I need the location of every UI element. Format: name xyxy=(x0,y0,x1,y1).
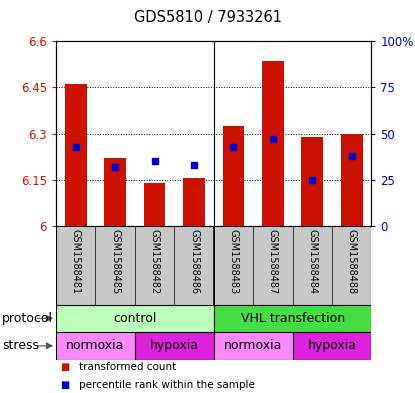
Bar xyxy=(341,134,363,226)
Bar xyxy=(65,84,87,226)
Text: ■: ■ xyxy=(60,362,69,373)
Text: GSM1588486: GSM1588486 xyxy=(189,229,199,294)
Text: percentile rank within the sample: percentile rank within the sample xyxy=(79,380,255,390)
Text: GSM1588481: GSM1588481 xyxy=(71,229,81,294)
Bar xyxy=(262,61,284,226)
Text: GSM1588482: GSM1588482 xyxy=(149,229,160,294)
Text: stress: stress xyxy=(2,339,39,353)
Bar xyxy=(56,332,135,360)
Text: GSM1588488: GSM1588488 xyxy=(347,229,357,294)
Text: hypoxia: hypoxia xyxy=(308,339,356,353)
Bar xyxy=(214,305,371,332)
Text: transformed count: transformed count xyxy=(79,362,176,373)
Text: normoxia: normoxia xyxy=(66,339,124,353)
Bar xyxy=(104,158,126,226)
Bar xyxy=(222,126,244,226)
Text: protocol: protocol xyxy=(2,312,53,325)
Bar xyxy=(183,178,205,226)
Bar xyxy=(214,332,293,360)
Bar xyxy=(301,137,323,226)
Text: control: control xyxy=(113,312,156,325)
Text: GDS5810 / 7933261: GDS5810 / 7933261 xyxy=(134,10,281,25)
Text: ■: ■ xyxy=(60,380,69,390)
Text: GSM1588485: GSM1588485 xyxy=(110,229,120,294)
Text: GSM1588487: GSM1588487 xyxy=(268,229,278,294)
Text: GSM1588483: GSM1588483 xyxy=(228,229,239,294)
Text: hypoxia: hypoxia xyxy=(150,339,199,353)
Bar xyxy=(135,332,214,360)
Text: GSM1588484: GSM1588484 xyxy=(307,229,317,294)
Text: VHL transfection: VHL transfection xyxy=(241,312,344,325)
Bar xyxy=(56,305,214,332)
Text: normoxia: normoxia xyxy=(224,339,282,353)
Bar xyxy=(144,183,166,226)
Bar xyxy=(293,332,371,360)
